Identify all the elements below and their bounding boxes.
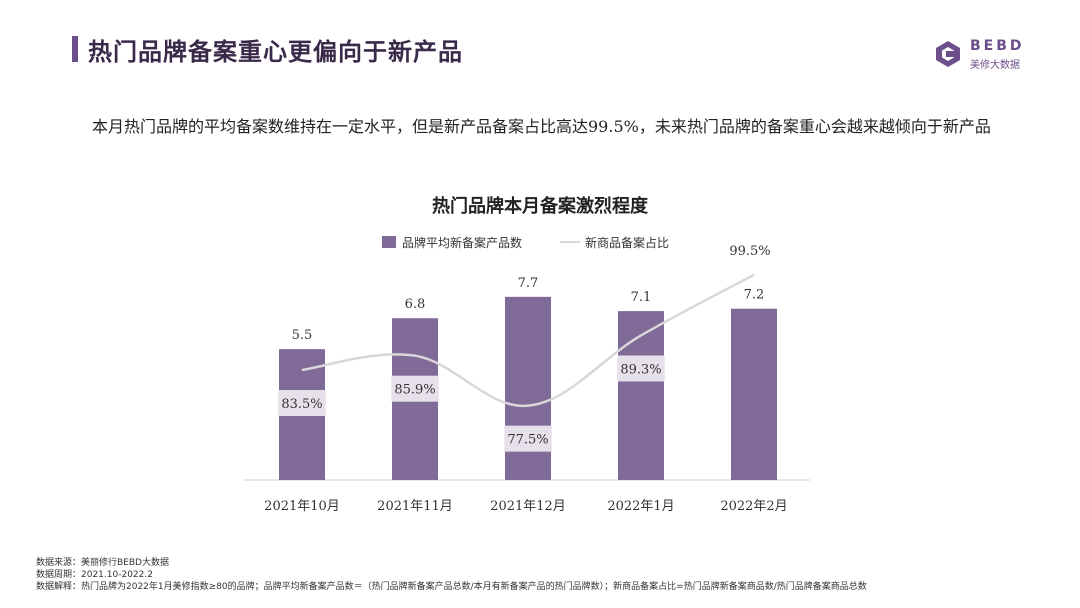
- x-tick-label: 2021年10月: [264, 499, 340, 514]
- bar: [505, 296, 551, 480]
- logo-subtitle: 美修大数据: [970, 60, 1020, 71]
- page-title: 热门品牌备案重心更偏向于新产品: [88, 38, 463, 66]
- line-label-box: [391, 375, 439, 402]
- legend-bar-label: 品牌平均新备案产品数: [402, 235, 522, 250]
- title-accent-bar: [72, 36, 78, 62]
- line-value-label: 77.5%: [507, 433, 548, 448]
- line-label-box: [726, 236, 774, 263]
- chart-container: 热门品牌本月备案激烈程度品牌平均新备案产品数 新商品备案占比 5.5 2021年10月…: [0, 180, 1080, 520]
- line-value-label: 85.9%: [394, 383, 435, 398]
- line-value-label: 83.5%: [281, 397, 322, 412]
- footer-source: 数据来源：美丽修行BEBD大数据: [36, 558, 169, 568]
- brand-logo: BEBD 美修大数据: [934, 38, 1034, 72]
- bar-value-label: 6.8: [405, 297, 426, 312]
- line-label-box: [504, 425, 552, 452]
- share-series-line: [301, 273, 755, 407]
- bar-value-label: 7.1: [631, 290, 652, 305]
- x-tick-label: 2022年2月: [720, 499, 787, 514]
- summary-text: 本月热门品牌的平均备案数维持在一定水平，但是新产品备案占比高达99.5%，未来热…: [92, 117, 991, 136]
- logo-hex-icon: [936, 41, 960, 67]
- x-tick-label: 2021年11月: [377, 499, 453, 514]
- bar-value-label: 7.7: [518, 276, 539, 291]
- line-value-label: 89.3%: [620, 362, 661, 377]
- footer-period: 数据周期：2021.10-2022.2: [36, 570, 153, 580]
- bar-value-label: 5.5: [292, 328, 313, 343]
- logo-text: BEBD: [970, 38, 1025, 54]
- footer-note: 数据解释：热门品牌为2022年1月美修指数≥80的品牌；品牌平均新备案产品数＝（…: [36, 582, 867, 592]
- bar-value-label: 7.2: [744, 288, 765, 303]
- bar: [618, 311, 664, 480]
- line-label-box: [278, 389, 326, 416]
- x-tick-label: 2021年12月: [490, 499, 566, 514]
- chart-title: 热门品牌本月备案激烈程度: [432, 195, 649, 217]
- footer-notes: 数据来源：美丽修行BEBD大数据 数据周期：2021.10-2022.2 数据解…: [36, 557, 867, 593]
- legend-line-label: 新商品备案占比: [585, 235, 669, 250]
- x-tick-label: 2022年1月: [607, 499, 674, 514]
- legend-bar-swatch: [382, 236, 396, 248]
- line-value-label: 99.5%: [729, 244, 770, 259]
- line-label-box: [617, 355, 665, 382]
- bar: [731, 308, 777, 480]
